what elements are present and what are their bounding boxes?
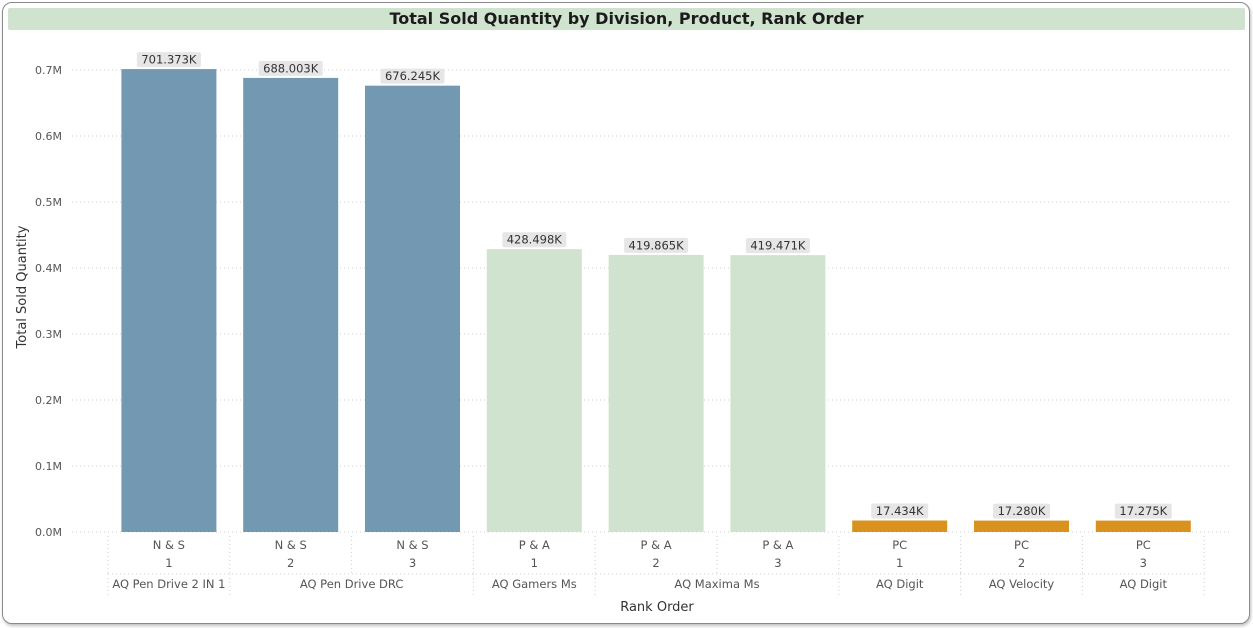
data-label: 428.498K	[507, 233, 563, 247]
x-rank-label: 2	[1018, 556, 1025, 570]
x-rank-label: 2	[652, 556, 659, 570]
data-label-bg	[380, 68, 445, 84]
x-rank-label: 3	[1140, 556, 1147, 570]
data-label: 17.275K	[1119, 504, 1167, 518]
x-product-label: AQ Digit	[876, 577, 924, 591]
y-axis-ticks: 0.0M 0.1M 0.2M 0.3M 0.4M 0.5M 0.6M 0.7M	[35, 64, 62, 539]
data-label-bg	[993, 503, 1050, 519]
bar[interactable]	[365, 85, 460, 533]
data-label: 688.003K	[263, 61, 319, 75]
x-axis-categories: N & S 1 N & S 2 N & S 3 P & A 1 P & A 2 P & A 3 PC 1 P…	[107, 536, 1205, 596]
y-tick-label: 0.1M	[35, 460, 62, 473]
y-axis-title: Total Sold Quantity	[15, 225, 30, 349]
title-bar: Total Sold Quantity by Division, Product…	[8, 8, 1245, 30]
x-division-label: P & A	[519, 538, 550, 552]
bars	[121, 69, 1191, 533]
x-rank-label: 1	[165, 556, 172, 570]
data-label: 419.865K	[629, 238, 685, 252]
x-rank-label: 1	[896, 556, 903, 570]
y-tick-label: 0.3M	[35, 328, 62, 341]
y-tick-label: 0.5M	[35, 196, 62, 209]
data-label: 676.245K	[385, 69, 441, 83]
data-label-bg	[136, 52, 201, 68]
x-rank-label: 1	[531, 556, 538, 570]
x-division-label: PC	[1136, 538, 1151, 552]
x-product-label: AQ Pen Drive 2 IN 1	[112, 577, 225, 591]
data-label-bg	[258, 60, 323, 76]
bar[interactable]	[243, 77, 339, 532]
x-product-label: AQ Digit	[1120, 577, 1168, 591]
x-rank-label: 3	[774, 556, 781, 570]
x-division-label: N & S	[396, 538, 428, 552]
y-tick-label: 0.6M	[35, 130, 62, 143]
x-product-label: AQ Gamers Ms	[492, 577, 577, 591]
data-label-bg	[745, 238, 810, 254]
x-division-label: P & A	[762, 538, 793, 552]
x-axis-title: Rank Order	[620, 600, 694, 615]
x-product-label: AQ Maxima Ms	[674, 577, 759, 591]
data-label-bg	[871, 503, 929, 519]
x-product-label: AQ Pen Drive DRC	[300, 577, 404, 591]
bar[interactable]	[974, 520, 1069, 532]
y-tick-label: 0.7M	[35, 64, 62, 77]
data-label-bg	[624, 237, 689, 253]
x-division-label: N & S	[275, 538, 307, 552]
bar[interactable]	[121, 69, 217, 533]
x-division-label: P & A	[641, 538, 672, 552]
data-label: 419.471K	[750, 239, 806, 253]
x-product-label: AQ Velocity	[989, 577, 1055, 591]
x-division-label: N & S	[153, 538, 185, 552]
bar[interactable]	[852, 520, 948, 532]
chart-title: Total Sold Quantity by Division, Product…	[389, 9, 864, 28]
x-rank-label: 3	[409, 556, 416, 570]
y-tick-label: 0.0M	[35, 526, 62, 539]
data-label-bg	[502, 232, 567, 248]
data-label-bg	[1114, 503, 1172, 519]
bar[interactable]	[1095, 520, 1191, 532]
data-label: 701.373K	[141, 53, 197, 67]
bar[interactable]	[486, 249, 582, 532]
data-label: 17.434K	[876, 504, 924, 518]
data-label: 17.280K	[998, 504, 1046, 518]
x-division-label: PC	[892, 538, 907, 552]
bar[interactable]	[608, 254, 704, 532]
x-division-label: PC	[1014, 538, 1029, 552]
data-labels: 701.373K 688.003K 676.245K 428.498K 419.865K…	[136, 52, 1172, 519]
y-tick-label: 0.2M	[35, 394, 62, 407]
y-tick-label: 0.4M	[35, 262, 62, 275]
x-rank-label: 2	[287, 556, 294, 570]
bar[interactable]	[730, 255, 826, 532]
